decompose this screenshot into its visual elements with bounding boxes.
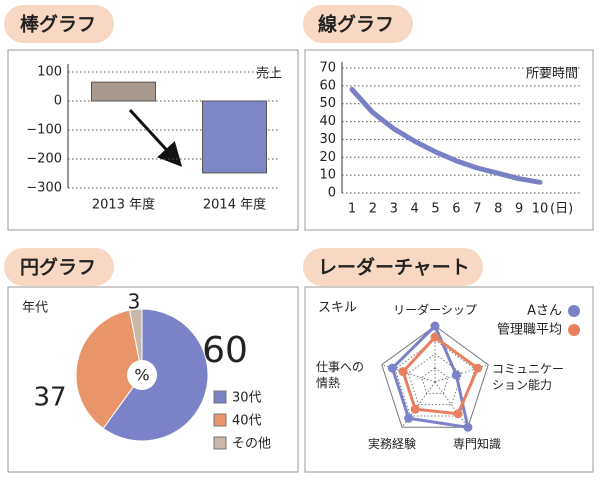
- x-tick-label: 2: [369, 202, 377, 217]
- radar-point: [410, 404, 420, 414]
- title-pill: [303, 5, 413, 43]
- pie-center: [127, 360, 157, 390]
- x-axis-label: (日): [550, 202, 573, 217]
- y-tick-label: 100: [37, 65, 62, 80]
- radar-ring: [407, 353, 463, 406]
- radar-axis-label: リーダーシップ: [393, 303, 477, 317]
- y-tick-label: −100: [26, 123, 62, 138]
- panel-frame: [7, 49, 299, 231]
- x-tick-label: 5: [431, 202, 439, 217]
- radar-point: [430, 321, 440, 331]
- chart-title: レーダーチャート: [318, 256, 470, 279]
- data-label: 37: [33, 383, 66, 413]
- y-tick-label: −200: [26, 152, 62, 167]
- x-tick-label: 8: [494, 202, 502, 217]
- radar-area: [390, 324, 470, 429]
- legend-swatch: [213, 413, 227, 427]
- radar-axis-label: 専門知識: [452, 437, 502, 451]
- radar-point: [430, 332, 440, 342]
- x-tick-label: 1: [348, 202, 356, 217]
- panel-frame: [304, 286, 594, 473]
- axis-title: スキル: [318, 301, 357, 316]
- y-tick-label: 20: [319, 150, 336, 165]
- x-tick-label: 6: [452, 202, 460, 217]
- chart-title: 棒グラフ: [20, 13, 96, 36]
- radar-axis-label: コミュニケー ション能力: [492, 362, 565, 392]
- bar: [202, 100, 267, 174]
- legend-swatch: [213, 390, 227, 404]
- pie-slice: [129, 308, 143, 376]
- radar-axis-label: 仕事への 情熱: [315, 360, 365, 390]
- radar-area: [401, 335, 480, 416]
- radar-ring: [381, 325, 489, 428]
- x-tick-label: 4: [411, 202, 419, 217]
- y-tick-label: 70: [319, 61, 336, 76]
- x-tick-label: 2014 年度: [203, 197, 266, 213]
- legend-swatch: [568, 305, 580, 317]
- y-tick-label: 0: [328, 186, 336, 201]
- y-tick-label: −300: [26, 181, 62, 196]
- radar-spoke: [434, 381, 469, 428]
- y-tick-label: 60: [319, 78, 336, 93]
- radar-point: [398, 367, 408, 377]
- x-tick-label: 9: [515, 202, 523, 217]
- pie-slice: [75, 309, 143, 430]
- series-label: 所要時間: [526, 67, 578, 82]
- legend-title: 年代: [22, 301, 48, 316]
- title-pill: [4, 5, 114, 43]
- legend-swatch: [213, 436, 227, 450]
- panel-frame: [304, 49, 594, 231]
- title-pill: [303, 248, 483, 286]
- series-label: 売上: [256, 66, 282, 82]
- x-tick-label: 2013 年度: [92, 197, 155, 213]
- chart-title: 円グラフ: [20, 256, 96, 279]
- legend-swatch: [568, 324, 580, 336]
- radar-ring: [394, 339, 476, 417]
- legend-label: その他: [232, 437, 271, 452]
- trend-arrow: [128, 108, 183, 167]
- radar-point: [404, 413, 414, 423]
- chart-title: 線グラフ: [318, 13, 394, 36]
- x-tick-label: 10: [532, 202, 549, 217]
- legend-label: 管理職平均: [497, 323, 562, 338]
- y-tick-label: 40: [319, 114, 336, 129]
- radar-point: [463, 422, 473, 432]
- radar-point: [473, 363, 483, 373]
- y-tick-label: 0: [54, 94, 62, 109]
- x-tick-label: 7: [473, 202, 481, 217]
- y-tick-label: 10: [319, 168, 336, 183]
- data-label: 60: [202, 330, 248, 371]
- center-label: %: [134, 366, 149, 385]
- legend-label: 40代: [232, 414, 262, 429]
- y-tick-label: 30: [319, 132, 336, 147]
- radar-point: [387, 363, 397, 373]
- line: [349, 86, 543, 185]
- legend-label: 30代: [232, 391, 262, 406]
- data-label: 3: [128, 290, 141, 314]
- panel-frame: [7, 286, 299, 473]
- legend-label: Aさん: [527, 304, 562, 319]
- radar-point: [453, 409, 463, 419]
- radar-point: [451, 370, 461, 380]
- radar-axis-label: 実務経験: [367, 437, 417, 451]
- bar: [91, 81, 156, 102]
- y-tick-label: 50: [319, 96, 336, 111]
- title-pill: [4, 248, 114, 286]
- x-tick-label: 3: [390, 202, 398, 217]
